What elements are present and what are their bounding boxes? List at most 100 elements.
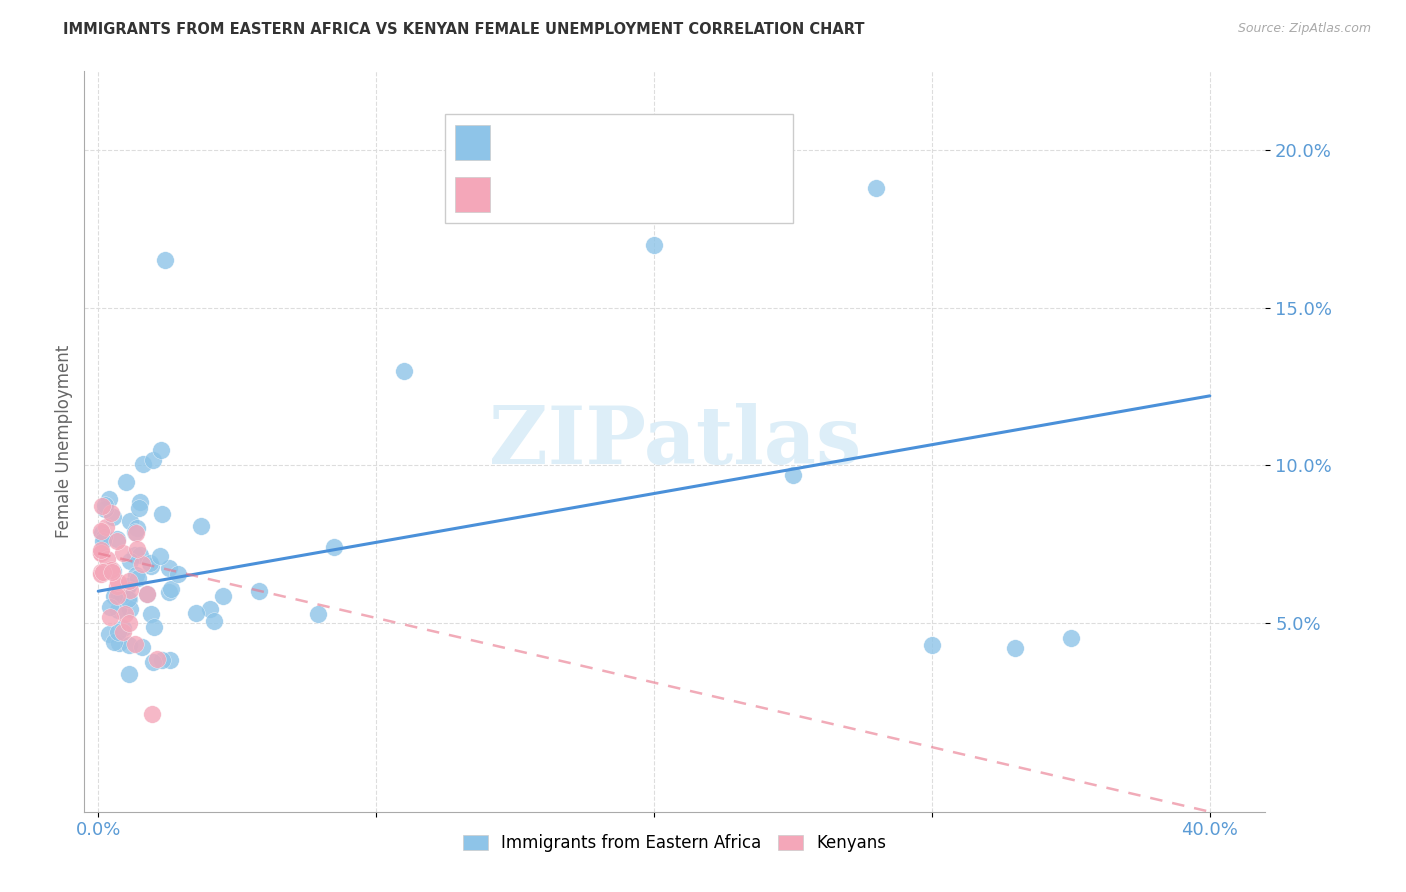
Point bbox=[125, 567, 148, 582]
Point bbox=[782, 467, 804, 482]
Point bbox=[129, 548, 152, 562]
Point bbox=[643, 237, 665, 252]
Legend: Immigrants from Eastern Africa, Kenyans: Immigrants from Eastern Africa, Kenyans bbox=[457, 828, 893, 859]
Point bbox=[118, 574, 141, 588]
Point bbox=[118, 514, 141, 528]
Point bbox=[139, 559, 162, 574]
Point bbox=[120, 602, 142, 616]
Point bbox=[101, 564, 124, 578]
Point bbox=[125, 541, 148, 556]
Point bbox=[96, 520, 118, 534]
Point bbox=[115, 475, 138, 489]
Point bbox=[184, 606, 207, 620]
Point bbox=[141, 707, 163, 722]
Point bbox=[159, 652, 181, 666]
Point bbox=[90, 543, 112, 558]
Point bbox=[142, 620, 165, 634]
Point bbox=[90, 546, 112, 560]
Point bbox=[90, 499, 112, 513]
Point bbox=[103, 634, 125, 648]
Point bbox=[129, 495, 152, 509]
Point bbox=[124, 548, 146, 562]
Point bbox=[307, 607, 329, 621]
Point bbox=[107, 575, 129, 590]
Point bbox=[90, 567, 112, 582]
Point bbox=[131, 557, 153, 571]
Point bbox=[149, 549, 172, 564]
Point bbox=[127, 571, 149, 585]
Point bbox=[118, 666, 141, 681]
Point bbox=[124, 637, 146, 651]
Point bbox=[125, 525, 148, 540]
Point bbox=[132, 457, 155, 471]
Point bbox=[865, 181, 887, 195]
Point bbox=[90, 524, 112, 539]
Point bbox=[142, 655, 165, 669]
Point bbox=[111, 625, 134, 640]
Point bbox=[91, 565, 114, 579]
Point bbox=[90, 526, 112, 541]
Point bbox=[153, 253, 176, 268]
Point bbox=[94, 501, 117, 516]
Point bbox=[98, 599, 121, 614]
Point bbox=[98, 610, 121, 624]
Point bbox=[105, 532, 128, 546]
Point bbox=[128, 501, 150, 516]
Point bbox=[118, 554, 141, 568]
Point bbox=[247, 583, 270, 598]
Point bbox=[111, 546, 134, 560]
Point bbox=[160, 582, 183, 596]
Point bbox=[142, 452, 165, 467]
Point bbox=[107, 603, 129, 617]
Point bbox=[211, 589, 233, 603]
Point bbox=[150, 653, 173, 667]
Y-axis label: Female Unemployment: Female Unemployment bbox=[55, 345, 73, 538]
Point bbox=[91, 534, 114, 549]
Point bbox=[136, 587, 159, 601]
Point bbox=[98, 492, 121, 507]
Point bbox=[101, 509, 124, 524]
Point bbox=[112, 621, 135, 635]
Point bbox=[105, 579, 128, 593]
Point bbox=[157, 585, 180, 599]
Point bbox=[131, 640, 153, 655]
Point bbox=[392, 364, 415, 378]
Point bbox=[145, 652, 167, 666]
Point bbox=[114, 607, 136, 621]
Point bbox=[118, 638, 141, 652]
Point bbox=[124, 524, 146, 539]
Point bbox=[115, 582, 138, 597]
Text: ZIPatlas: ZIPatlas bbox=[489, 402, 860, 481]
Point bbox=[107, 625, 129, 640]
Point bbox=[118, 615, 141, 630]
Point bbox=[152, 507, 174, 521]
Point bbox=[93, 530, 115, 544]
Point bbox=[1004, 640, 1026, 655]
Point bbox=[190, 519, 212, 533]
Point bbox=[98, 627, 121, 641]
Point bbox=[90, 546, 112, 560]
Point bbox=[100, 562, 122, 576]
Text: Source: ZipAtlas.com: Source: ZipAtlas.com bbox=[1237, 22, 1371, 36]
Point bbox=[322, 540, 344, 554]
Point bbox=[1060, 632, 1083, 646]
Point bbox=[96, 552, 118, 566]
Text: IMMIGRANTS FROM EASTERN AFRICA VS KENYAN FEMALE UNEMPLOYMENT CORRELATION CHART: IMMIGRANTS FROM EASTERN AFRICA VS KENYAN… bbox=[63, 22, 865, 37]
Point bbox=[103, 589, 125, 603]
Point bbox=[101, 566, 124, 580]
Point bbox=[117, 579, 139, 593]
Point bbox=[100, 563, 122, 577]
Point bbox=[100, 506, 122, 520]
Point bbox=[118, 591, 141, 606]
Point bbox=[149, 443, 172, 458]
Point bbox=[125, 521, 148, 535]
Point bbox=[105, 533, 128, 548]
Point bbox=[105, 589, 128, 603]
Point bbox=[159, 561, 181, 575]
Point bbox=[198, 602, 221, 616]
Point bbox=[921, 638, 943, 652]
Point bbox=[94, 498, 117, 512]
Point bbox=[117, 592, 139, 607]
Point bbox=[202, 614, 225, 628]
Point bbox=[139, 607, 162, 621]
